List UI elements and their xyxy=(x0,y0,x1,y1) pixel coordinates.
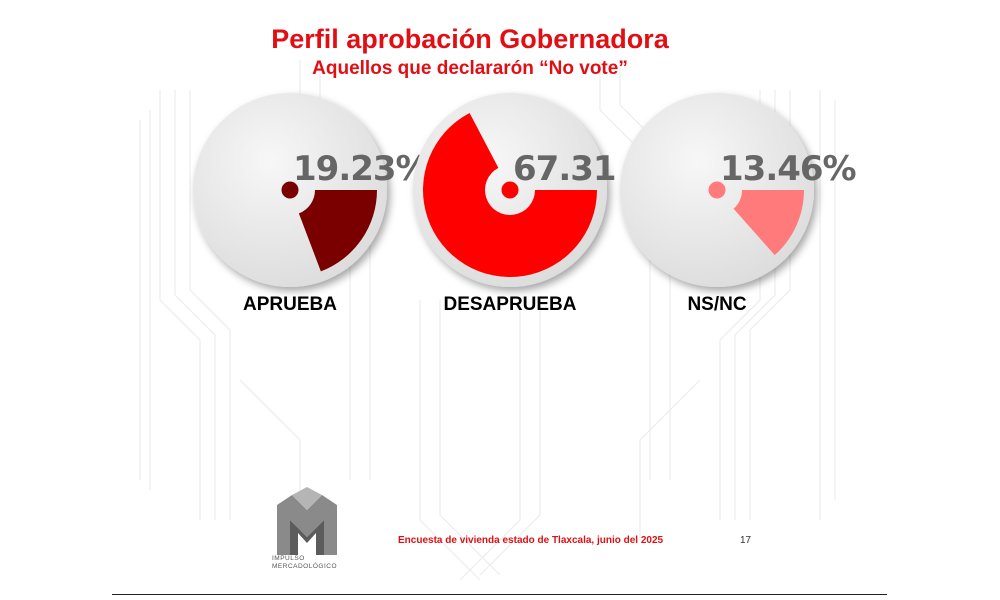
pie-slice xyxy=(423,112,597,278)
pie-slice xyxy=(733,190,805,256)
company-logo xyxy=(277,487,337,555)
value-label: 13.46% xyxy=(720,149,856,189)
value-label: 67.31 xyxy=(513,149,616,189)
pie-slice xyxy=(298,190,377,272)
pie-chart-desaprueba: 67.31 DESAPRUEBA xyxy=(413,93,617,315)
bottom-divider xyxy=(112,594,887,595)
value-label: 19.23% xyxy=(293,149,429,189)
page-number: 17 xyxy=(740,535,752,546)
source-note: Encuesta de vivienda estado de Tlaxcala,… xyxy=(398,535,664,546)
center-dot xyxy=(281,181,299,199)
logo-text-line2: MERCADOLÓGICO xyxy=(272,563,338,570)
category-label: APRUEBA xyxy=(243,294,337,315)
logo-text-line1: IMPULSO xyxy=(272,555,305,562)
page-title: Perfil aprobación Gobernadora xyxy=(271,24,669,54)
center-dot xyxy=(501,181,519,199)
pie-chart-ns-nc: 13.46% NS/NC xyxy=(620,93,857,315)
pie-chart-aprueba: 19.23% APRUEBA xyxy=(193,93,430,315)
page-subtitle: Aquellos que declararón “No vote” xyxy=(312,58,628,79)
category-label: NS/NC xyxy=(687,294,746,315)
center-dot xyxy=(708,181,726,199)
category-label: DESAPRUEBA xyxy=(443,294,576,315)
